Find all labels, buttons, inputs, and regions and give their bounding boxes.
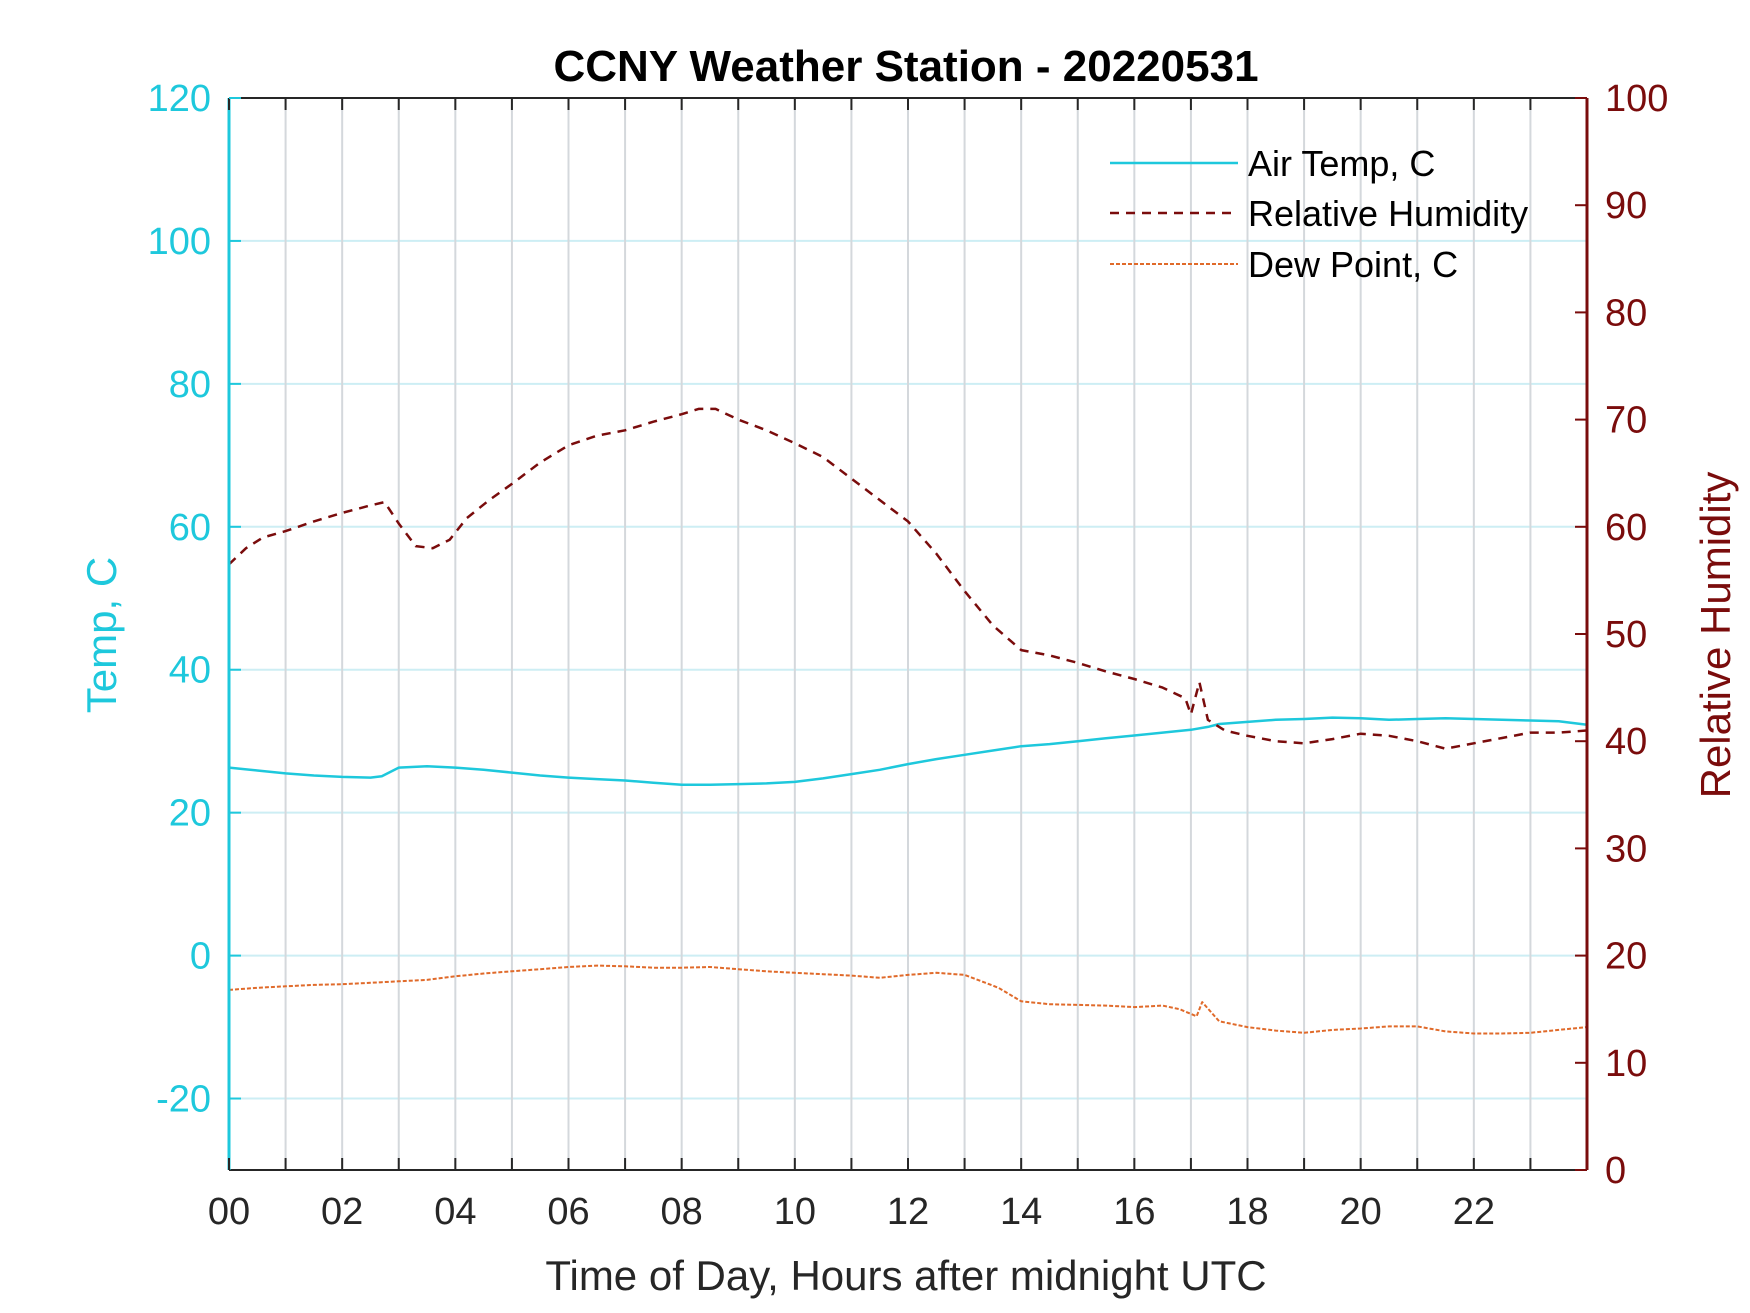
y-left-tick-label: 80 (169, 364, 211, 406)
axes (227, 97, 1589, 1171)
y-right-tick-label: 90 (1605, 185, 1647, 227)
y-right-tick-label: 100 (1605, 78, 1668, 120)
y-right-tick-label: 70 (1605, 400, 1647, 442)
series-dew-point-line (228, 964, 1588, 1035)
series-air-temp-line (228, 716, 1588, 787)
plot-series (228, 407, 1588, 1035)
x-tick-label: 10 (774, 1191, 816, 1233)
x-tick-label: 18 (1226, 1191, 1268, 1233)
x-tick-label: 14 (1000, 1191, 1042, 1233)
y-right-tick-label: 10 (1605, 1043, 1647, 1085)
x-axis-label: Time of Day, Hours after midnight UTC (545, 1252, 1266, 1299)
y-left-tick-label: 120 (148, 78, 211, 120)
y-right-tick-label: 30 (1605, 828, 1647, 870)
y-right-tick-label: 80 (1605, 292, 1647, 334)
legend: Air Temp, C Relative Humidity Dew Point,… (1110, 143, 1528, 285)
y-right-tick-label: 60 (1605, 507, 1647, 549)
y-left-tick-label: 100 (148, 221, 211, 263)
chart-title: CCNY Weather Station - 20220531 (553, 42, 1258, 91)
x-tick-label: 08 (661, 1191, 703, 1233)
x-tick-label: 04 (434, 1191, 476, 1233)
y-right-tick-label: 40 (1605, 721, 1647, 763)
x-tick-label: 20 (1340, 1191, 1382, 1233)
y-left-tick-label: 60 (169, 507, 211, 549)
y-right-tick-label: 20 (1605, 936, 1647, 978)
y-left-tick-label: -20 (156, 1079, 211, 1121)
y-axis-right-label: Relative Humidity (1692, 472, 1739, 799)
x-tick-label: 06 (547, 1191, 589, 1233)
y-right-tick-label: 50 (1605, 614, 1647, 656)
tick-labels: 00 02 04 06 08 10 12 14 16 18 20 22-200204060801001… (148, 78, 1669, 1233)
x-tick-label: 00 (208, 1191, 250, 1233)
x-tick-label: 02 (321, 1191, 363, 1233)
series-humidity-line (228, 407, 1588, 750)
y-left-tick-label: 20 (169, 793, 211, 835)
legend-label-humidity: Relative Humidity (1248, 193, 1528, 234)
grid-lines (229, 97, 1587, 1170)
x-tick-label: 12 (887, 1191, 929, 1233)
x-tick-label: 22 (1453, 1191, 1495, 1233)
y-left-tick-label: 40 (169, 650, 211, 692)
y-axis-left-label: Temp, C (78, 557, 125, 713)
legend-label-dew-point: Dew Point, C (1248, 244, 1458, 285)
legend-label-air-temp: Air Temp, C (1248, 143, 1435, 184)
x-tick-label: 16 (1113, 1191, 1155, 1233)
y-right-tick-label: 0 (1605, 1150, 1626, 1192)
y-left-tick-label: 0 (190, 936, 211, 978)
